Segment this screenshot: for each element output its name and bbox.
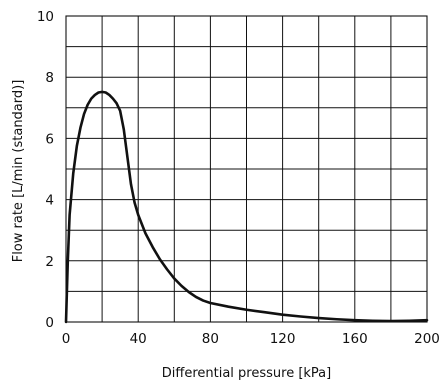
chart-grid bbox=[66, 16, 427, 322]
x-tick-label: 80 bbox=[202, 331, 219, 347]
y-tick-label: 8 bbox=[45, 70, 54, 86]
y-tick-label: 2 bbox=[45, 254, 54, 270]
plot-frame bbox=[65, 15, 428, 323]
y-tick-label: 0 bbox=[45, 315, 54, 331]
plot-area-border bbox=[65, 15, 428, 323]
y-tick-label: 6 bbox=[45, 131, 54, 147]
flow-rate-curve bbox=[64, 90, 429, 324]
y-tick-labels: 0 2 4 6 8 10 bbox=[37, 9, 54, 331]
x-tick-labels: 0 40 80 120 160 200 bbox=[62, 331, 440, 347]
y-tick-label: 4 bbox=[45, 193, 54, 209]
x-tick-label: 0 bbox=[62, 331, 71, 347]
x-axis-label: Differential pressure [kPa] bbox=[162, 366, 331, 381]
y-tick-label: 10 bbox=[37, 9, 54, 25]
x-tick-label: 40 bbox=[130, 331, 147, 347]
x-tick-label: 160 bbox=[342, 331, 368, 347]
curve-layer bbox=[64, 90, 429, 324]
x-tick-label: 200 bbox=[414, 331, 440, 347]
x-tick-label: 120 bbox=[270, 331, 296, 347]
y-axis-label: Flow rate [L/min (standard)] bbox=[11, 80, 26, 263]
